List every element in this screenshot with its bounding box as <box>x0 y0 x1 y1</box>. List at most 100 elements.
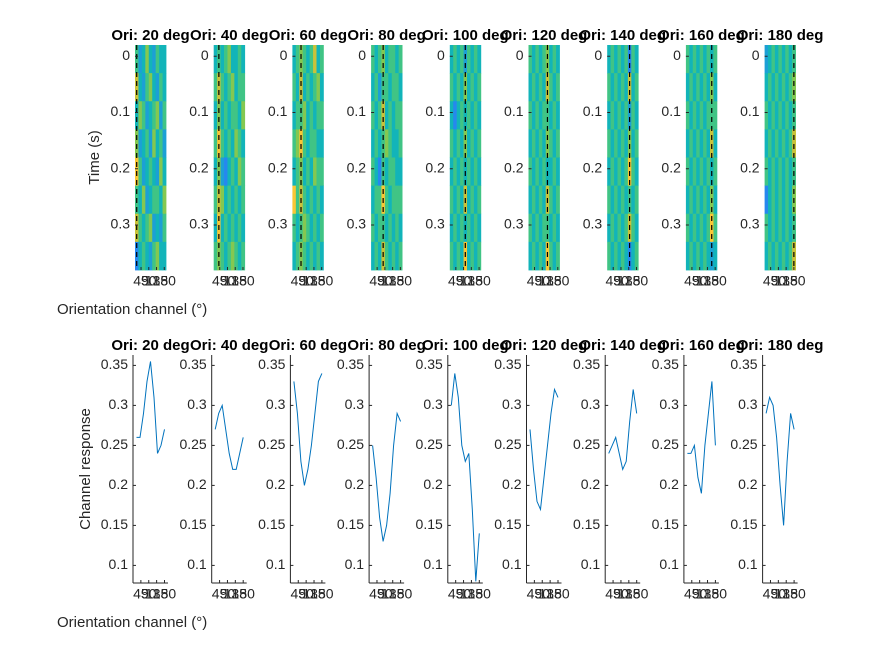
heatmap-cell <box>224 73 228 102</box>
heatmap-cell <box>549 129 554 158</box>
heatmap-cell <box>614 185 618 215</box>
heatmap-cell <box>620 185 625 215</box>
heatmap-cell <box>703 45 707 74</box>
y-tick-label: 0.35 <box>573 356 600 372</box>
heatmap-cell <box>792 101 796 130</box>
heatmap-cell <box>556 213 560 243</box>
heatmap-cell <box>607 45 612 74</box>
heatmap-cell <box>467 129 471 158</box>
heatmap-cell <box>778 213 783 243</box>
heatmap-cell <box>145 45 150 74</box>
heatmap-cell <box>467 45 471 74</box>
heatmap-cell <box>467 101 471 130</box>
heatmap-cell <box>460 157 464 187</box>
heatmap-cell <box>395 129 400 158</box>
heatmap-cell <box>234 73 239 102</box>
heatmap-cell <box>617 129 622 158</box>
heatmap-cell <box>631 213 636 243</box>
heatmap-cell <box>463 73 468 102</box>
x-tick-label: 45 <box>763 586 779 602</box>
heatmap-cell <box>463 101 468 130</box>
heatmap-cell <box>689 185 694 215</box>
response-line <box>450 373 480 582</box>
y-tick-label: 0.35 <box>494 356 521 372</box>
heatmap-cell <box>764 213 769 243</box>
x-tick-label: 180 <box>153 273 177 289</box>
heatmap-cell <box>217 129 221 158</box>
heatmap-cell <box>295 101 300 130</box>
y-tick-label: 0.35 <box>337 356 364 372</box>
heatmap-cell <box>556 129 560 158</box>
heatmap-cell <box>713 101 718 130</box>
x-tick-label: 90 <box>377 273 393 289</box>
heatmap-cell <box>388 101 393 130</box>
heatmap-cell <box>152 45 157 74</box>
heatmap-cell <box>774 157 779 187</box>
heatmap-cell <box>774 73 779 102</box>
x-tick-label: 90 <box>613 586 629 602</box>
y-tick-label: 0.25 <box>416 436 443 452</box>
heatmap-cell <box>377 185 382 215</box>
heatmap-cell <box>159 157 163 187</box>
heatmap-cell <box>374 73 379 102</box>
heatmap-cell <box>617 241 622 271</box>
heatmap-cell <box>371 129 375 158</box>
heatmap-cell <box>141 213 146 243</box>
heatmap-cell <box>241 45 246 74</box>
heatmap-cell <box>689 157 694 187</box>
heatmap-cell <box>685 213 690 243</box>
heatmap-cell <box>319 129 324 158</box>
heatmap-cell <box>473 129 478 158</box>
heatmap-cell <box>398 101 403 130</box>
heatmap-cell <box>764 185 769 215</box>
heatmap-cell <box>771 73 776 102</box>
heatmap-cell <box>545 73 550 102</box>
x-tick-label: 135 <box>302 273 326 289</box>
heatmap-cell <box>785 129 790 158</box>
heatmap-cell <box>542 157 547 187</box>
heatmap-cell <box>692 129 697 158</box>
y-tick-label: 0.1 <box>738 556 758 572</box>
heatmap-cell <box>155 185 160 215</box>
heatmap-cell <box>162 129 167 158</box>
x-tick-label: 90 <box>692 273 708 289</box>
x-tick-label: 180 <box>389 273 413 289</box>
heatmap-cell <box>234 101 239 130</box>
heatmap-cell <box>371 73 375 102</box>
heatmap-cell <box>713 241 718 271</box>
heatmap-cell <box>135 101 139 130</box>
heatmap-cell <box>696 241 701 271</box>
heatmap-cell <box>631 241 636 271</box>
heatmap-cell <box>162 241 167 271</box>
heatmap-cell <box>467 73 471 102</box>
heatmap-cell <box>391 129 396 158</box>
heatmap-cell <box>381 101 386 130</box>
heatmap-cell <box>309 185 314 215</box>
heatmap-cell <box>152 213 157 243</box>
heatmap-cell <box>617 45 622 74</box>
heatmap-cell <box>699 213 704 243</box>
heatmap-cell <box>617 101 622 130</box>
x-tick-label: 45 <box>369 273 385 289</box>
heatmap-cell <box>395 213 400 243</box>
heatmap-cell <box>556 241 560 271</box>
heatmap-cell <box>313 73 317 102</box>
heatmap-cell <box>313 241 317 271</box>
heatmap-cell <box>535 241 540 271</box>
heatmap-cell <box>391 157 396 187</box>
heatmap-cell <box>620 157 625 187</box>
x-tick-label: 90 <box>141 273 157 289</box>
heatmap-cell <box>774 101 779 130</box>
heatmap-cell <box>634 101 639 130</box>
heatmap-cell <box>535 101 540 130</box>
heatmap-cell <box>213 213 218 243</box>
heatmap-cell <box>774 185 779 215</box>
y-tick-label: 0.1 <box>347 103 367 119</box>
x-tick-label: 135 <box>617 586 641 602</box>
heatmap-cell <box>535 129 540 158</box>
heatmap-cell <box>213 241 218 271</box>
heatmap-cell <box>391 213 396 243</box>
heatmap-cell <box>316 157 321 187</box>
y-tick-label: 0 <box>358 47 366 63</box>
x-tick-label: 135 <box>538 586 562 602</box>
